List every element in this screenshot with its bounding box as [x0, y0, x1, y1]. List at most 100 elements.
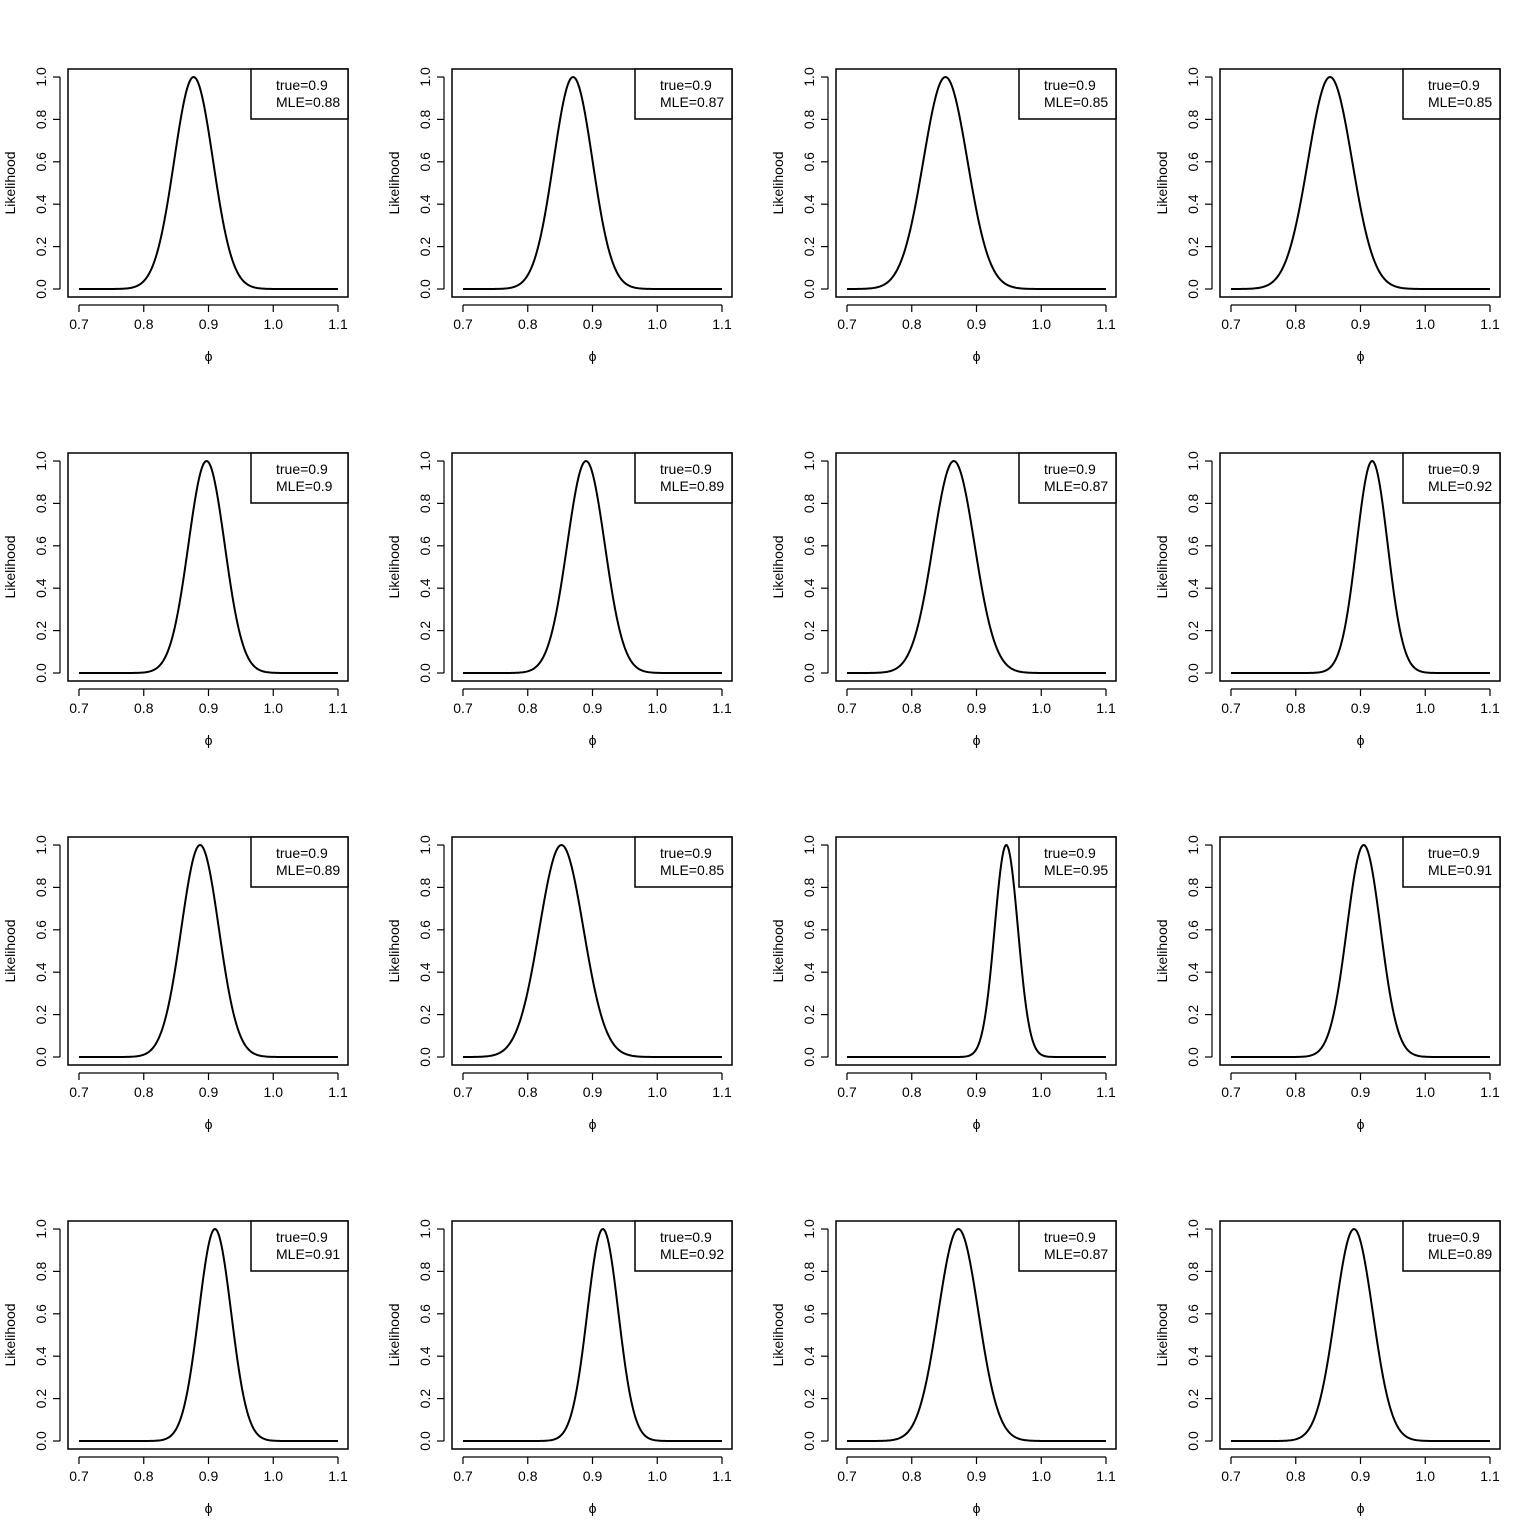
x-tick-label: 1.1	[328, 1468, 348, 1484]
y-tick-label: 0.2	[417, 621, 433, 641]
y-tick-label: 0.6	[801, 152, 817, 172]
x-tick-label: 0.9	[199, 1084, 219, 1100]
likelihood-panel: 0.7 0.8 0.9 1.0 1.1 0.0 0.2 0.4 0.6 0.8 1.0 ϕ Likeli…	[0, 384, 384, 768]
likelihood-panel: 0.7 0.8 0.9 1.0 1.1 0.0 0.2 0.4 0.6 0.8 1.0 ϕ Likeli…	[384, 768, 768, 1152]
y-axis-label: Likelihood	[386, 535, 402, 598]
likelihood-panel: 0.7 0.8 0.9 1.0 1.1 0.0 0.2 0.4 0.6 0.8 1.0 ϕ Likeli…	[384, 0, 768, 384]
x-axis-label: ϕ	[1357, 732, 1365, 748]
y-tick-label: 0.0	[417, 663, 433, 683]
x-tick-label: 1.0	[1416, 1084, 1436, 1100]
x-tick-label: 0.8	[518, 1084, 538, 1100]
y-tick-label: 0.4	[1185, 962, 1201, 982]
x-tick-label: 0.8	[1286, 1084, 1306, 1100]
y-tick-label: 0.8	[417, 877, 433, 897]
x-axis-label: ϕ	[205, 1116, 213, 1132]
likelihood-chart: 0.7 0.8 0.9 1.0 1.1 0.0 0.2 0.4 0.6 0.8 1.0 ϕ Likeli…	[1154, 835, 1501, 1132]
y-tick-label: 0.8	[417, 1261, 433, 1281]
plot-frame	[835, 836, 1117, 1066]
x-tick-label: 0.7	[837, 1084, 857, 1100]
legend-true-value: true=0.9	[1044, 845, 1096, 861]
legend-mle-value: MLE=0.92	[660, 1246, 724, 1262]
likelihood-panel: 0.7 0.8 0.9 1.0 1.1 0.0 0.2 0.4 0.6 0.8 1.0 ϕ Likeli…	[1152, 0, 1536, 384]
likelihood-chart: 0.7 0.8 0.9 1.0 1.1 0.0 0.2 0.4 0.6 0.8 1.0 ϕ Likeli…	[386, 835, 733, 1132]
y-tick-label: 0.0	[1185, 1431, 1201, 1451]
y-axis-label: Likelihood	[1154, 151, 1170, 214]
legend-mle-value: MLE=0.85	[1044, 94, 1108, 110]
x-tick-label: 1.1	[712, 1084, 732, 1100]
y-axis-label: Likelihood	[1154, 535, 1170, 598]
likelihood-curve	[463, 459, 722, 674]
likelihood-panel: 0.7 0.8 0.9 1.0 1.1 0.0 0.2 0.4 0.6 0.8 1.0 ϕ Likeli…	[0, 0, 384, 384]
y-tick-label: 0.2	[1185, 1005, 1201, 1025]
x-tick-label: 0.8	[902, 1084, 922, 1100]
y-tick-label: 0.0	[417, 279, 433, 299]
likelihood-curve	[79, 75, 338, 290]
y-tick-label: 0.2	[33, 621, 49, 641]
x-tick-label: 1.1	[1096, 316, 1116, 332]
x-tick-label: 0.7	[1221, 316, 1241, 332]
likelihood-curve	[463, 1228, 722, 1442]
x-tick-label: 1.1	[1480, 316, 1500, 332]
likelihood-panel: 0.7 0.8 0.9 1.0 1.1 0.0 0.2 0.4 0.6 0.8 1.0 ϕ Likeli…	[1152, 384, 1536, 768]
x-tick-label: 0.9	[199, 1468, 219, 1484]
legend-true-value: true=0.9	[276, 77, 328, 93]
x-tick-label: 1.0	[1032, 316, 1052, 332]
x-axis-label: ϕ	[205, 732, 213, 748]
likelihood-curve	[1231, 75, 1490, 290]
y-tick-label: 0.4	[417, 194, 433, 214]
plot-frame	[67, 452, 349, 682]
legend-true-value: true=0.9	[1428, 461, 1480, 477]
legend-mle-value: MLE=0.87	[1044, 1246, 1108, 1262]
legend-box	[1402, 68, 1501, 120]
y-tick-label: 0.4	[801, 578, 817, 598]
y-tick-label: 0.2	[417, 1005, 433, 1025]
y-tick-label: 0.0	[33, 1047, 49, 1067]
legend-mle-value: MLE=0.89	[276, 862, 340, 878]
likelihood-curve	[79, 1227, 338, 1442]
legend-box	[250, 68, 349, 120]
plot-frame	[67, 1220, 349, 1450]
legend-true-value: true=0.9	[1428, 845, 1480, 861]
x-tick-label: 0.9	[967, 1084, 987, 1100]
x-tick-label: 1.0	[264, 1468, 284, 1484]
x-tick-label: 0.7	[1221, 1084, 1241, 1100]
likelihood-chart: 0.7 0.8 0.9 1.0 1.1 0.0 0.2 0.4 0.6 0.8 1.0 ϕ Likeli…	[386, 451, 733, 748]
y-tick-label: 1.0	[1185, 1219, 1201, 1239]
y-tick-label: 1.0	[801, 835, 817, 855]
y-tick-label: 1.0	[1185, 451, 1201, 471]
y-tick-label: 0.8	[33, 877, 49, 897]
legend-true-value: true=0.9	[276, 1229, 328, 1245]
x-tick-label: 1.0	[1416, 1468, 1436, 1484]
legend-mle-value: MLE=0.9	[276, 478, 333, 494]
likelihood-chart: 0.7 0.8 0.9 1.0 1.1 0.0 0.2 0.4 0.6 0.8 1.0 ϕ Likeli…	[1154, 67, 1501, 364]
y-tick-label: 0.0	[417, 1047, 433, 1067]
likelihood-curve	[1231, 459, 1490, 674]
legend-true-value: true=0.9	[660, 1229, 712, 1245]
legend-true-value: true=0.9	[276, 845, 328, 861]
legend-mle-value: MLE=0.92	[1428, 478, 1492, 494]
y-axis-label: Likelihood	[2, 151, 18, 214]
likelihood-panel: 0.7 0.8 0.9 1.0 1.1 0.0 0.2 0.4 0.6 0.8 1.0 ϕ Likeli…	[768, 1152, 1152, 1536]
legend-true-value: true=0.9	[1044, 77, 1096, 93]
x-tick-label: 0.9	[967, 700, 987, 716]
x-tick-label: 0.7	[453, 316, 473, 332]
x-tick-label: 0.9	[583, 1468, 603, 1484]
x-tick-label: 0.9	[199, 316, 219, 332]
x-tick-label: 1.1	[712, 316, 732, 332]
likelihood-curve	[847, 1227, 1106, 1442]
y-tick-label: 0.6	[417, 1304, 433, 1324]
y-tick-label: 0.4	[33, 578, 49, 598]
y-tick-label: 0.2	[801, 621, 817, 641]
likelihood-panel: 0.7 0.8 0.9 1.0 1.1 0.0 0.2 0.4 0.6 0.8 1.0 ϕ Likeli…	[768, 0, 1152, 384]
likelihood-curve	[847, 459, 1106, 674]
legend-true-value: true=0.9	[276, 461, 328, 477]
x-tick-label: 0.9	[967, 316, 987, 332]
likelihood-curve	[79, 459, 338, 674]
y-tick-label: 0.6	[801, 920, 817, 940]
x-tick-label: 1.1	[1480, 1468, 1500, 1484]
y-tick-label: 0.8	[1185, 493, 1201, 513]
x-axis-label: ϕ	[973, 1116, 981, 1132]
likelihood-chart: 0.7 0.8 0.9 1.0 1.1 0.0 0.2 0.4 0.6 0.8 1.0 ϕ Likeli…	[386, 1219, 733, 1516]
y-tick-label: 0.6	[801, 536, 817, 556]
legend-true-value: true=0.9	[660, 77, 712, 93]
